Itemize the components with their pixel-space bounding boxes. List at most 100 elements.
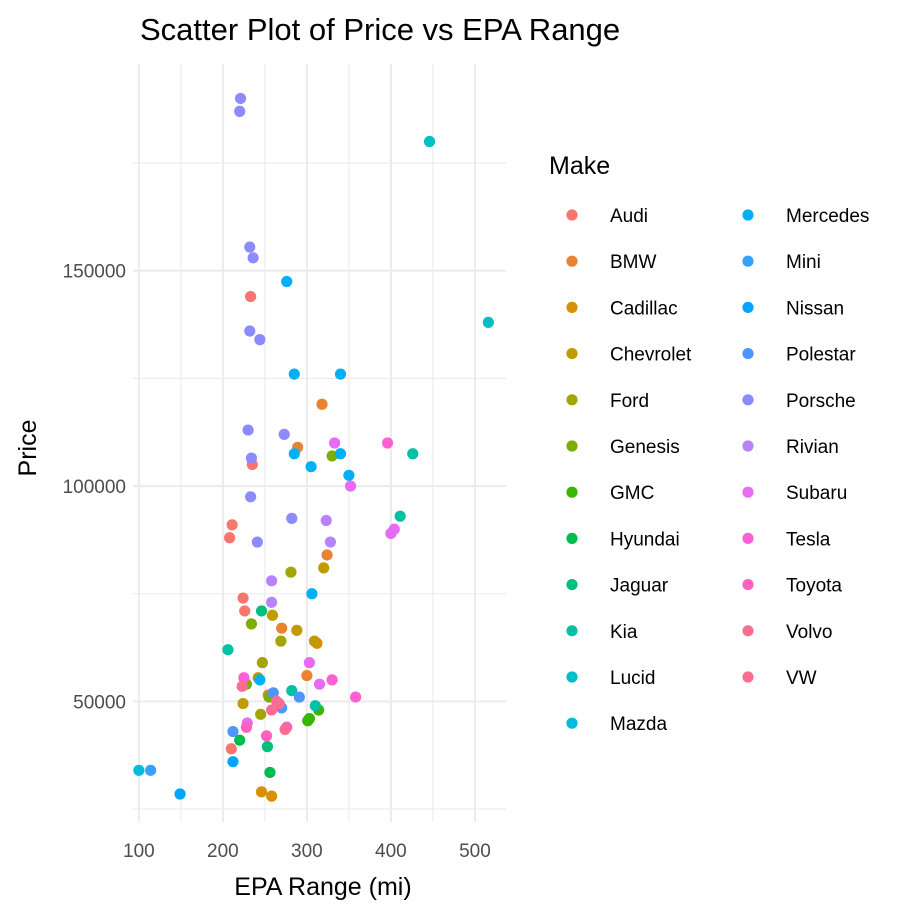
x-axis-tick-labels: 100 200 300 400 500 <box>123 841 491 862</box>
x-axis-title: EPA Range (mi) <box>234 873 411 901</box>
data-point <box>256 657 268 669</box>
data-point <box>254 674 266 686</box>
data-point <box>145 764 157 776</box>
data-point <box>271 695 283 708</box>
legend-item: Ford <box>566 391 649 412</box>
data-point <box>245 618 258 630</box>
legend-key <box>742 486 754 498</box>
data-point <box>242 424 254 436</box>
legend-key <box>742 579 754 591</box>
data-point <box>245 491 257 503</box>
x-tick-label: 400 <box>375 841 407 862</box>
data-point <box>326 450 338 462</box>
x-tick-label: 200 <box>207 841 239 862</box>
legend-item: Mini <box>742 252 821 273</box>
data-point <box>227 756 239 768</box>
legend-label: Hyundai <box>610 529 680 550</box>
legend-label: Nissan <box>786 298 844 319</box>
data-point <box>326 674 338 686</box>
legend-label: GMC <box>610 483 654 504</box>
data-point <box>174 788 186 800</box>
data-point <box>308 635 321 647</box>
data-point <box>247 252 259 264</box>
data-point <box>309 700 321 712</box>
legend-label: Mercedes <box>786 206 869 227</box>
legend-key <box>566 579 578 591</box>
data-point <box>278 428 290 440</box>
legend-key <box>742 532 754 545</box>
legend-item: VW <box>742 668 817 689</box>
legend-item: Nissan <box>742 298 844 319</box>
legend-item: Rivian <box>742 437 839 458</box>
legend-item: Porsche <box>742 391 856 412</box>
legend-key <box>566 255 578 267</box>
data-point <box>266 790 278 802</box>
data-point <box>301 669 313 682</box>
x-tick-label: 500 <box>459 841 491 862</box>
data-point <box>225 743 237 755</box>
legend-label: Chevrolet <box>610 345 692 366</box>
data-point <box>227 725 239 738</box>
legend-key <box>742 301 754 313</box>
legend-key <box>742 440 754 452</box>
data-point <box>244 325 256 337</box>
legend-key <box>742 671 754 683</box>
legend: Audi BMW Cadillac Chevrolet Ford Genesis GMC Hy… <box>566 206 869 735</box>
data-point <box>293 691 305 703</box>
legend-label: Tesla <box>786 529 831 550</box>
legend-title: Make <box>549 152 610 180</box>
data-point <box>237 697 249 710</box>
legend-item: Kia <box>566 622 638 643</box>
data-point <box>267 687 279 699</box>
legend-label: Jaguar <box>610 576 669 597</box>
data-point <box>238 672 250 684</box>
legend-label: Polestar <box>786 345 856 366</box>
data-point <box>266 609 279 621</box>
data-point <box>281 275 293 288</box>
legend-item: Polestar <box>742 345 856 366</box>
data-point <box>343 469 355 481</box>
data-point <box>237 592 249 604</box>
data-point <box>255 708 267 720</box>
legend-item: Chevrolet <box>566 345 692 366</box>
data-point <box>234 92 247 105</box>
legend-label: Genesis <box>610 437 680 458</box>
legend-item: GMC <box>566 483 654 504</box>
major-gridlines <box>133 64 506 822</box>
legend-label: Rivian <box>786 437 839 458</box>
legend-label: Ford <box>610 391 649 412</box>
y-tick-label: 50000 <box>73 692 126 713</box>
data-point <box>245 452 258 464</box>
data-point <box>288 368 300 380</box>
data-point <box>288 448 300 460</box>
data-point <box>482 316 494 329</box>
legend-item: Volvo <box>742 622 832 643</box>
x-tick-label: 100 <box>123 841 155 862</box>
legend-key <box>566 440 578 452</box>
data-point <box>244 241 256 253</box>
y-tick-label: 150000 <box>63 262 126 283</box>
legend-item: BMW <box>566 252 657 273</box>
data-point <box>306 588 318 600</box>
legend-key <box>742 394 754 406</box>
legend-item: Subaru <box>742 483 847 504</box>
data-point <box>344 480 357 492</box>
legend-key <box>566 625 578 637</box>
data-point <box>239 605 251 617</box>
data-point <box>303 657 316 669</box>
legend-key <box>566 301 578 313</box>
data-point <box>285 566 297 578</box>
data-point <box>350 691 362 703</box>
data-point <box>286 512 298 524</box>
legend-item: Mazda <box>566 714 667 735</box>
data-point <box>320 514 332 527</box>
legend-key <box>566 486 578 498</box>
data-point <box>329 437 341 449</box>
legend-key <box>566 394 578 406</box>
data-point <box>313 678 326 690</box>
legend-label: Kia <box>610 622 638 643</box>
data-point <box>240 721 253 733</box>
data-point <box>276 622 288 634</box>
data-point <box>222 644 234 656</box>
